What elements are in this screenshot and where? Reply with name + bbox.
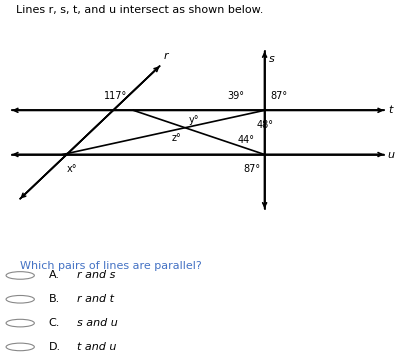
Text: D.: D.	[48, 342, 61, 352]
Text: A.: A.	[48, 270, 59, 280]
Text: 48°: 48°	[257, 120, 274, 130]
Text: 39°: 39°	[227, 91, 244, 100]
Text: C.: C.	[48, 318, 60, 328]
Text: 117°: 117°	[104, 91, 127, 100]
Text: z°: z°	[171, 132, 181, 143]
Text: u: u	[388, 149, 395, 160]
Text: s: s	[269, 54, 274, 64]
Text: 44°: 44°	[238, 135, 255, 145]
Text: Which pairs of lines are parallel?: Which pairs of lines are parallel?	[20, 261, 202, 271]
Text: B.: B.	[48, 294, 60, 304]
Text: 87°: 87°	[244, 164, 261, 174]
Text: r: r	[164, 51, 168, 61]
Text: s and u: s and u	[77, 318, 118, 328]
Text: r and s: r and s	[77, 270, 115, 280]
Text: t: t	[388, 105, 392, 115]
Text: t and u: t and u	[77, 342, 116, 352]
Text: y°: y°	[189, 115, 200, 125]
Text: r and t: r and t	[77, 294, 114, 304]
Text: Lines r, s, t, and u intersect as shown below.: Lines r, s, t, and u intersect as shown …	[16, 5, 263, 16]
Text: 87°: 87°	[271, 91, 288, 100]
Text: x°: x°	[67, 164, 77, 174]
